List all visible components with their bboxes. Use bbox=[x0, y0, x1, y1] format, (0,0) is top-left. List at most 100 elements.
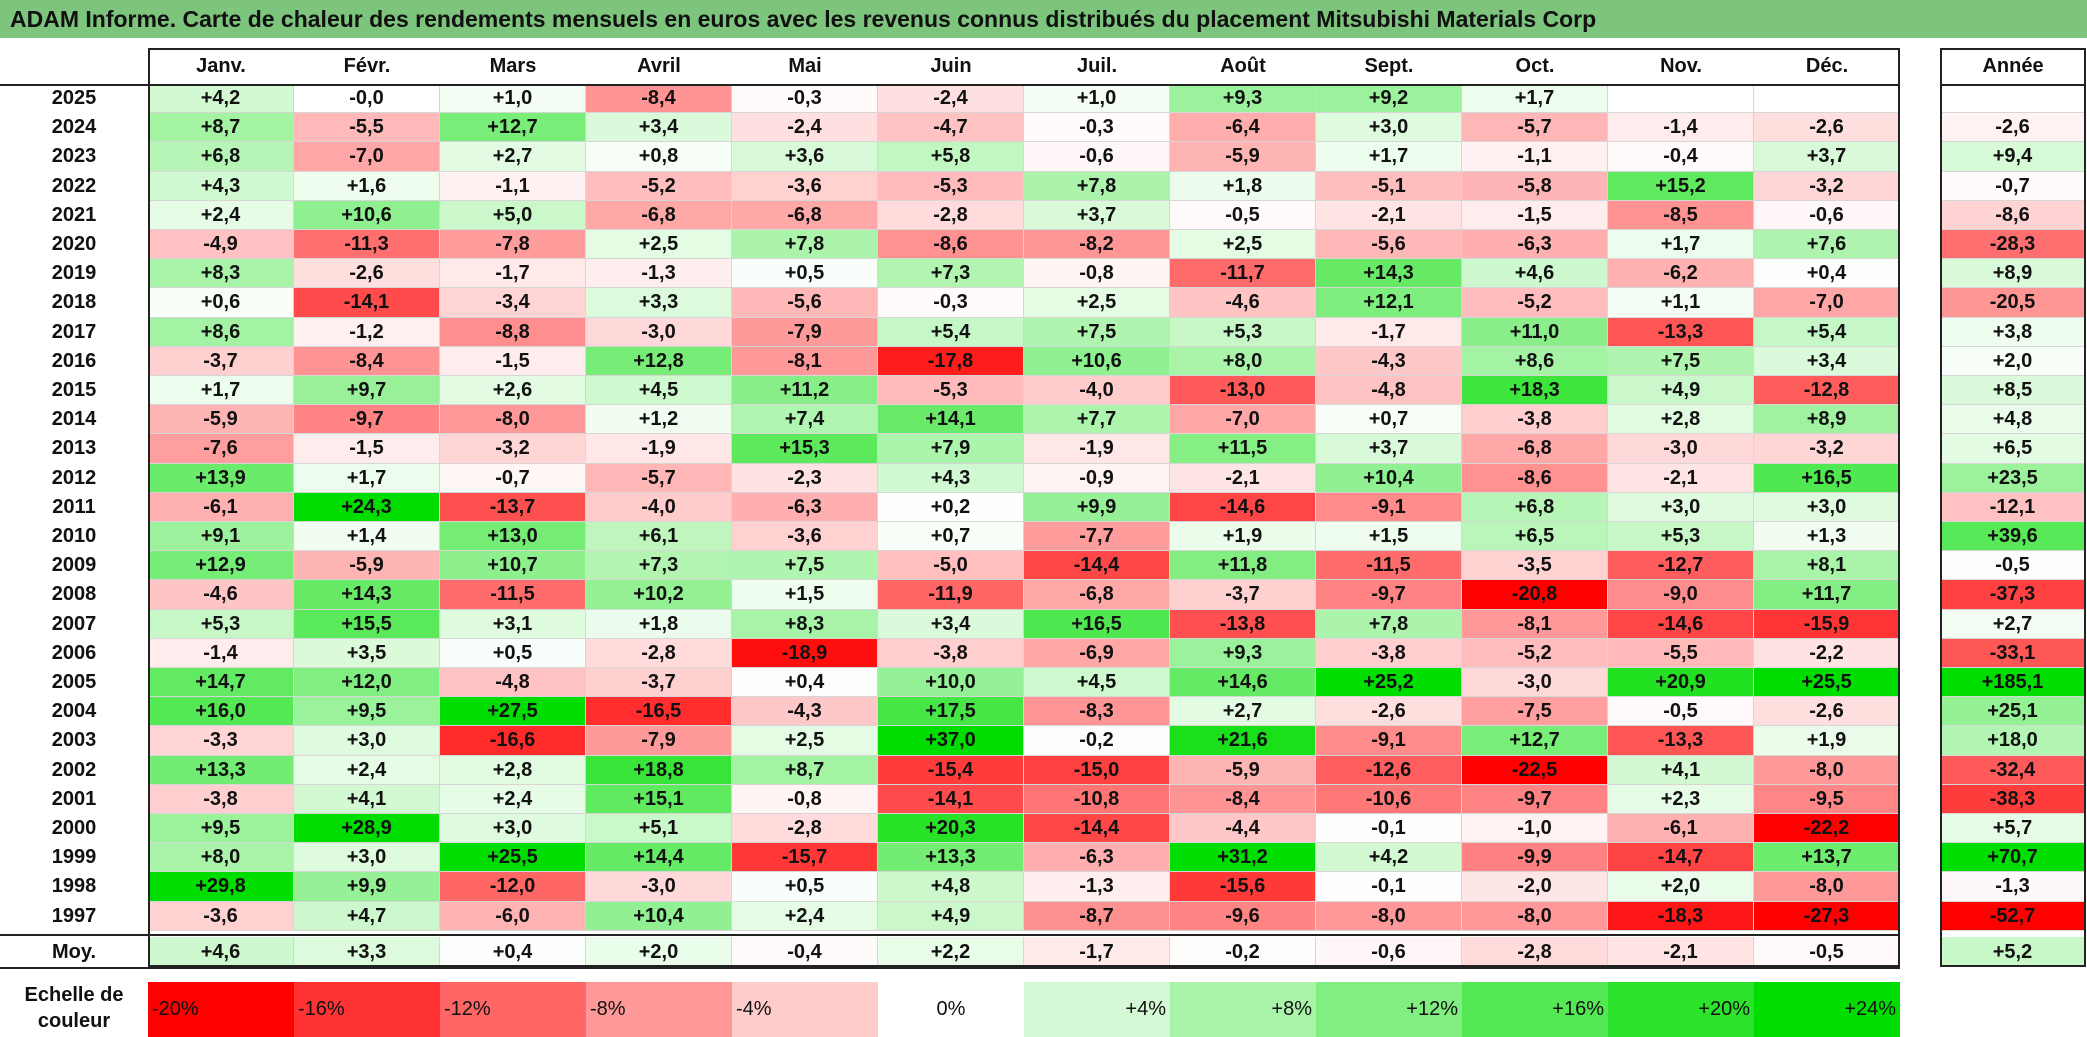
year-label: 2016 bbox=[0, 346, 148, 376]
heatmap-cell: -2,4 bbox=[878, 84, 1024, 114]
heatmap-cell: +1,7 bbox=[148, 376, 294, 406]
heatmap-cell: +2,5 bbox=[732, 726, 878, 756]
year-label: 2007 bbox=[0, 609, 148, 639]
heatmap-cell: -1,2 bbox=[294, 317, 440, 347]
heatmap-cell: +1,2 bbox=[586, 405, 732, 435]
color-scale-step: +8% bbox=[1170, 982, 1316, 1037]
annual-cell: +70,7 bbox=[1940, 843, 2086, 873]
heatmap-cell: +1,7 bbox=[294, 463, 440, 493]
average-cell: -2,1 bbox=[1608, 936, 1754, 967]
heatmap-cell: +7,6 bbox=[1754, 230, 1900, 260]
annual-header: Année bbox=[1940, 48, 2086, 84]
heatmap-cell: -1,5 bbox=[294, 434, 440, 464]
heatmap-cell: +14,3 bbox=[294, 580, 440, 610]
heatmap-cell: +4,3 bbox=[148, 171, 294, 201]
heatmap-cell: +5,4 bbox=[1754, 317, 1900, 347]
month-header: Déc. bbox=[1754, 48, 1900, 84]
heatmap-cell: -4,3 bbox=[1316, 346, 1462, 376]
heatmap-cell: +7,5 bbox=[732, 551, 878, 581]
year-label: 1998 bbox=[0, 872, 148, 902]
month-header: Sept. bbox=[1316, 48, 1462, 84]
heatmap-cell: -15,4 bbox=[878, 755, 1024, 785]
year-label: 2004 bbox=[0, 697, 148, 727]
heatmap-cell: +2,4 bbox=[148, 200, 294, 230]
heatmap-cell: +12,0 bbox=[294, 668, 440, 698]
heatmap-cell: -2,1 bbox=[1316, 200, 1462, 230]
heatmap-cell: +1,4 bbox=[294, 522, 440, 552]
heatmap-cell: +7,4 bbox=[732, 405, 878, 435]
heatmap-cell: +10,0 bbox=[878, 668, 1024, 698]
heatmap-cell: +13,0 bbox=[440, 522, 586, 552]
month-header: Nov. bbox=[1608, 48, 1754, 84]
month-header: Janv. bbox=[148, 48, 294, 84]
heatmap-cell: -7,9 bbox=[586, 726, 732, 756]
heatmap-cell: +8,1 bbox=[1754, 551, 1900, 581]
heatmap-cell: -0,9 bbox=[1024, 463, 1170, 493]
annual-cell: +4,8 bbox=[1940, 405, 2086, 435]
heatmap-cell: +10,6 bbox=[1024, 346, 1170, 376]
average-cell: +2,0 bbox=[586, 936, 732, 967]
heatmap-cell: +3,6 bbox=[732, 142, 878, 172]
heatmap-cell: +24,3 bbox=[294, 492, 440, 522]
heatmap-cell: -6,0 bbox=[440, 901, 586, 931]
heatmap-cell: -9,0 bbox=[1608, 580, 1754, 610]
heatmap-cell: +2,4 bbox=[294, 755, 440, 785]
heatmap-cell: +4,9 bbox=[878, 901, 1024, 931]
heatmap-cell: +9,1 bbox=[148, 522, 294, 552]
heatmap-cell: -2,6 bbox=[294, 259, 440, 289]
heatmap-cell: +3,4 bbox=[586, 113, 732, 143]
heatmap-cell: -15,6 bbox=[1170, 872, 1316, 902]
year-label: 1997 bbox=[0, 901, 148, 931]
heatmap-cell: -14,1 bbox=[294, 288, 440, 318]
heatmap-cell: +8,3 bbox=[148, 259, 294, 289]
heatmap-cell: -7,5 bbox=[1462, 697, 1608, 727]
heatmap-cell: +1,7 bbox=[1608, 230, 1754, 260]
heatmap-cell: -8,8 bbox=[440, 317, 586, 347]
month-header: Juil. bbox=[1024, 48, 1170, 84]
year-label: 2012 bbox=[0, 463, 148, 493]
heatmap-cell: -10,6 bbox=[1316, 784, 1462, 814]
year-label: 2024 bbox=[0, 113, 148, 143]
annual-cell: +2,0 bbox=[1940, 346, 2086, 376]
year-label: 2025 bbox=[0, 84, 148, 114]
heatmap-cell: -5,9 bbox=[148, 405, 294, 435]
heatmap-cell: +5,4 bbox=[878, 317, 1024, 347]
year-label: 2000 bbox=[0, 814, 148, 844]
heatmap-cell: -1,9 bbox=[586, 434, 732, 464]
heatmap-cell: -6,1 bbox=[1608, 814, 1754, 844]
average-cell: -0,5 bbox=[1754, 936, 1900, 967]
average-cell: +4,6 bbox=[148, 936, 294, 967]
heatmap-cell: +4,9 bbox=[1608, 376, 1754, 406]
heatmap-cell: +28,9 bbox=[294, 814, 440, 844]
color-scale-step: +24% bbox=[1754, 982, 1900, 1037]
heatmap-cell: -3,0 bbox=[1608, 434, 1754, 464]
annual-cell: +18,0 bbox=[1940, 726, 2086, 756]
heatmap-cell: +8,3 bbox=[732, 609, 878, 639]
heatmap-cell: +1,0 bbox=[440, 84, 586, 114]
heatmap-cell: +20,3 bbox=[878, 814, 1024, 844]
heatmap-cell: -5,6 bbox=[1316, 230, 1462, 260]
heatmap-cell: -4,8 bbox=[440, 668, 586, 698]
heatmap-cell: +0,7 bbox=[1316, 405, 1462, 435]
heatmap-cell: -5,2 bbox=[1462, 638, 1608, 668]
heatmap-cell: +0,8 bbox=[586, 142, 732, 172]
heatmap-cell: -12,6 bbox=[1316, 755, 1462, 785]
heatmap-cell: +2,7 bbox=[440, 142, 586, 172]
heatmap-cell: -3,7 bbox=[148, 346, 294, 376]
heatmap-cell: +2,5 bbox=[1170, 230, 1316, 260]
color-scale-step: -4% bbox=[732, 982, 878, 1037]
heatmap-cell: +14,1 bbox=[878, 405, 1024, 435]
heatmap-cell: -5,5 bbox=[1608, 638, 1754, 668]
heatmap-cell: +2,6 bbox=[440, 376, 586, 406]
heatmap-cell: -6,8 bbox=[586, 200, 732, 230]
heatmap-cell: +9,5 bbox=[148, 814, 294, 844]
heatmap-cell: -9,7 bbox=[294, 405, 440, 435]
heatmap-cell: -4,7 bbox=[878, 113, 1024, 143]
heatmap-cell: -11,9 bbox=[878, 580, 1024, 610]
heatmap-cell: -3,7 bbox=[586, 668, 732, 698]
heatmap-cell: -8,1 bbox=[1462, 609, 1608, 639]
average-label: Moy. bbox=[0, 936, 148, 967]
heatmap-cell: -9,7 bbox=[1316, 580, 1462, 610]
heatmap-cell: -8,0 bbox=[1316, 901, 1462, 931]
annual-cell: -32,4 bbox=[1940, 755, 2086, 785]
